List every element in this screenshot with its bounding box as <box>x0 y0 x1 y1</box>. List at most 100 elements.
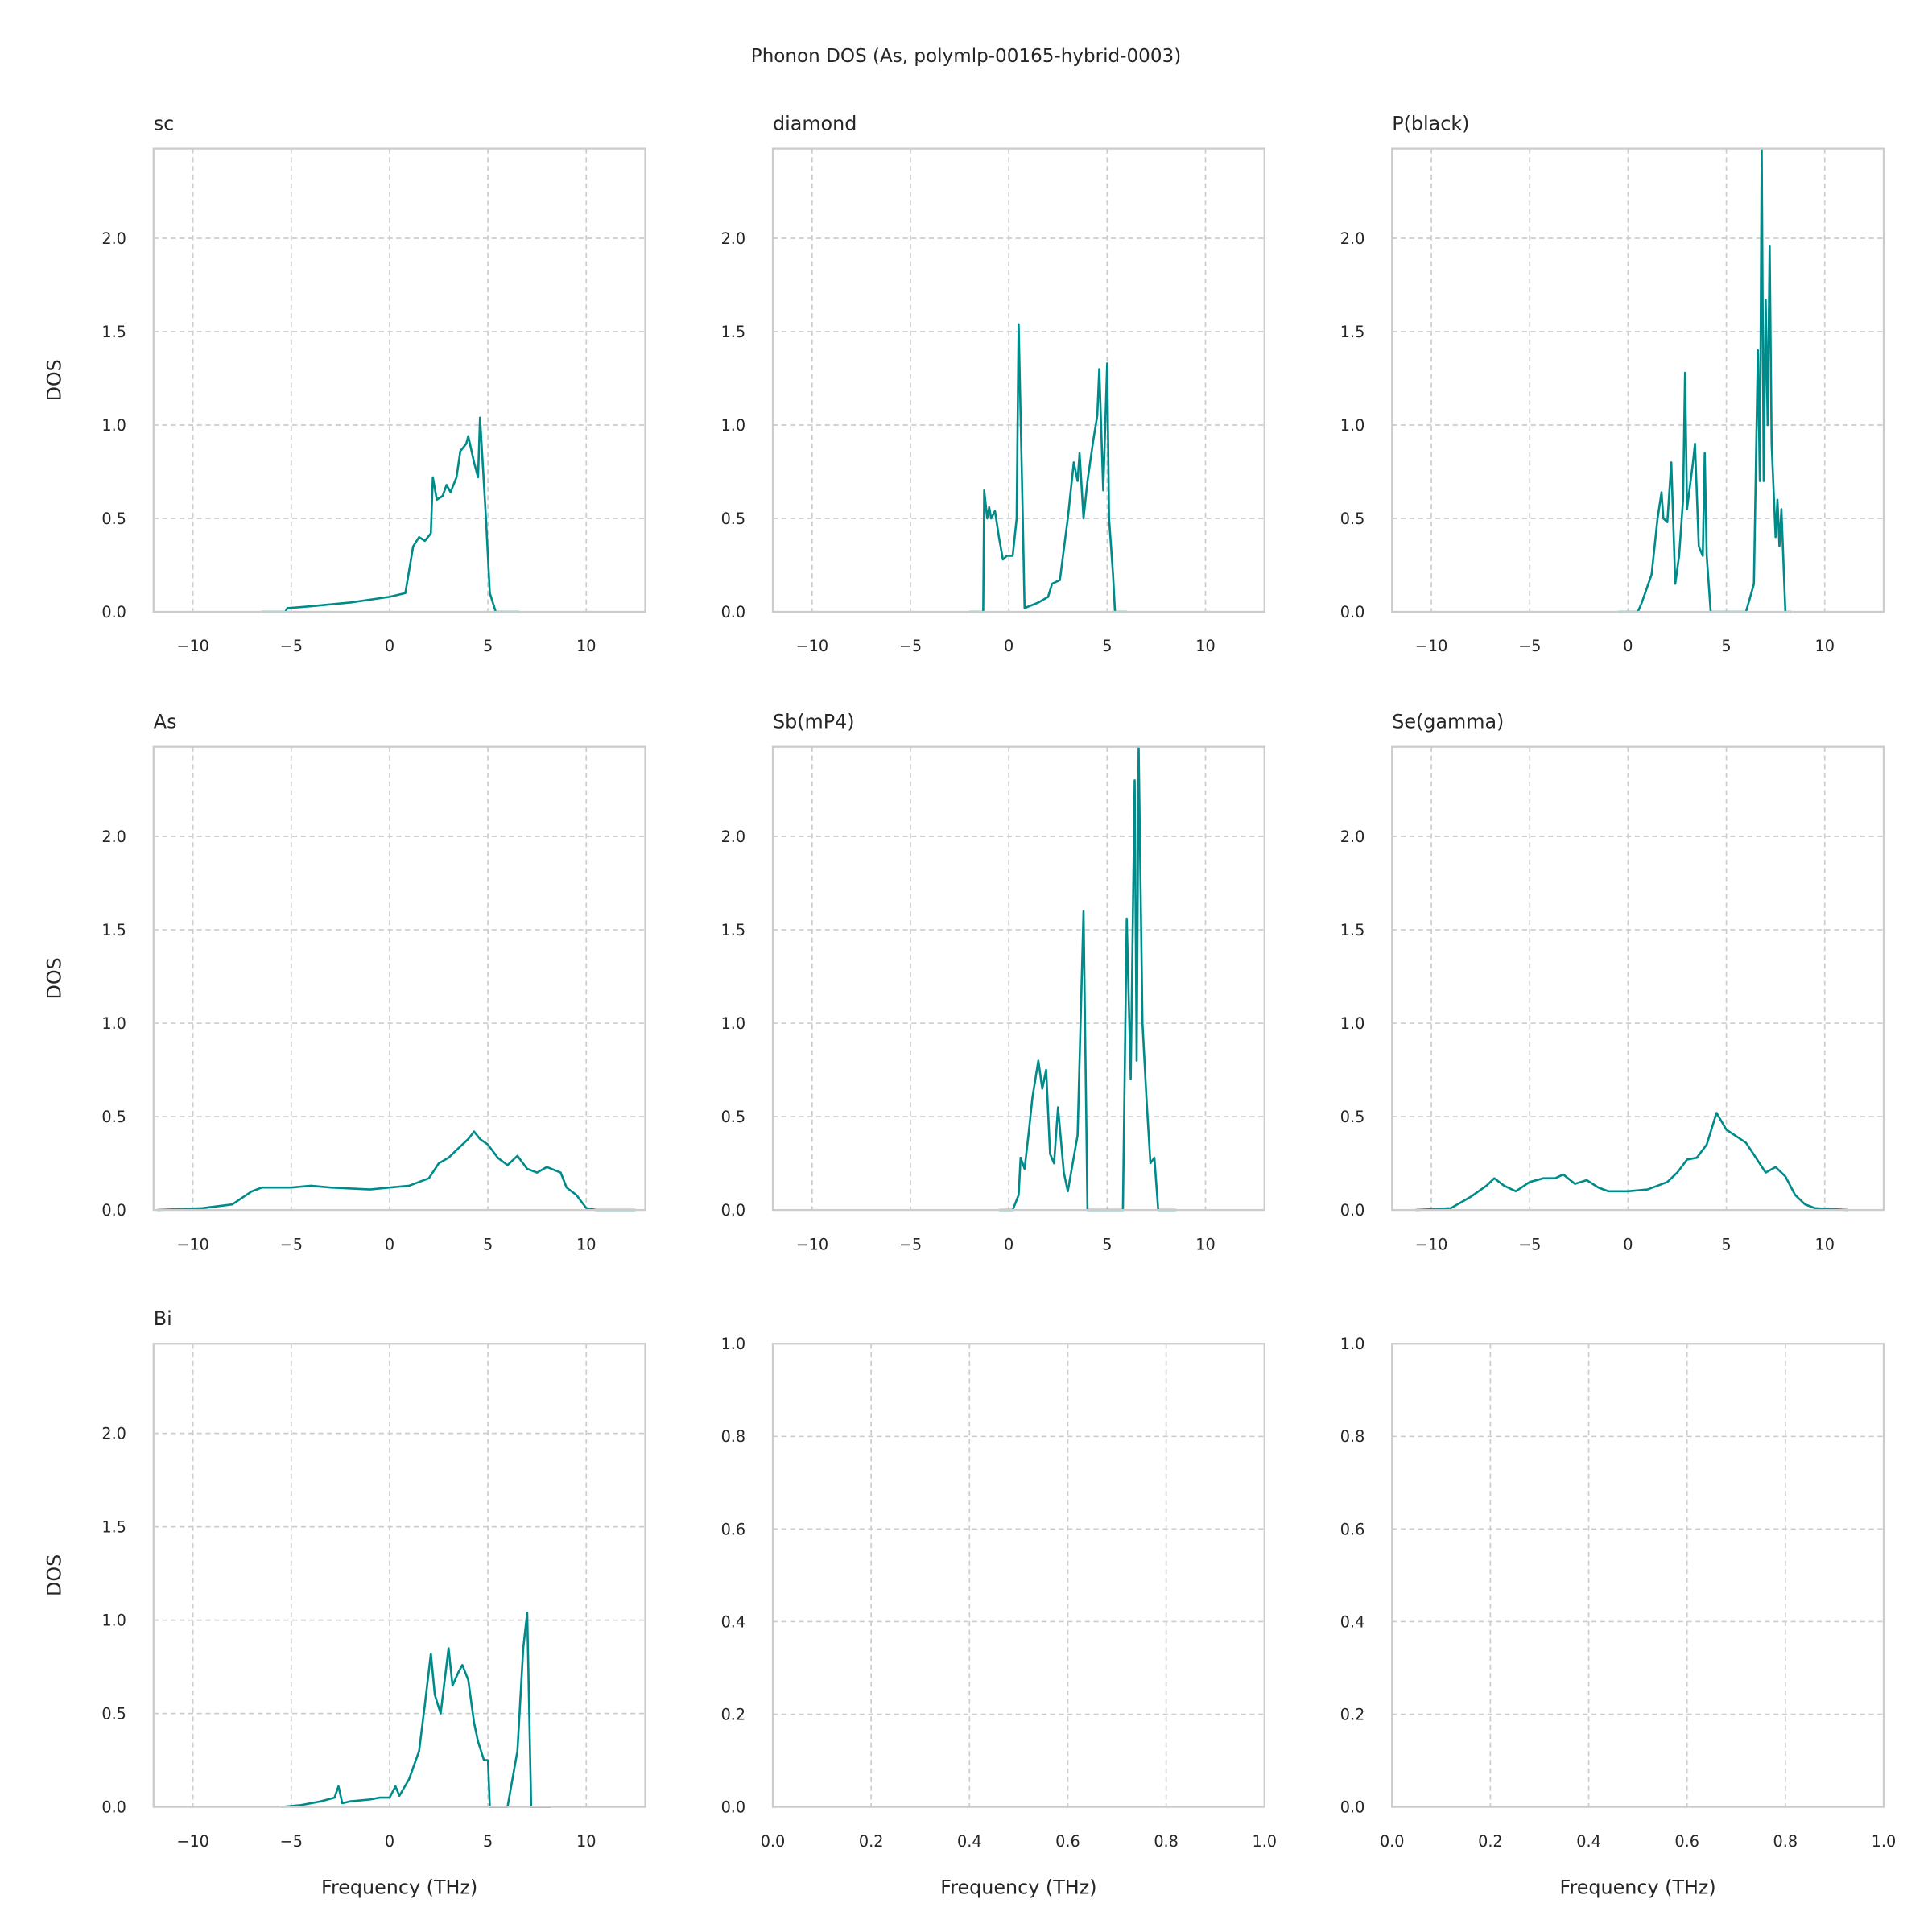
x-tick-label: −10 <box>1415 1235 1448 1253</box>
subplot-title: P(black) <box>1392 113 1469 135</box>
y-tick-label: 1.0 <box>1340 1014 1365 1033</box>
x-tick-label: 0.2 <box>859 1832 884 1851</box>
subplot-sc: −10 −5 0 5 10 0.0 0.5 1.0 1.5 2.0 sc DOS <box>43 113 646 655</box>
dos-line <box>969 323 1127 613</box>
y-axis-label: DOS <box>43 957 65 999</box>
y-tick-label: 1.0 <box>1340 1335 1365 1353</box>
y-tick-label: 0.6 <box>1340 1520 1365 1538</box>
x-tick-label: 10 <box>576 1235 596 1253</box>
y-tick-label: 1.0 <box>1340 416 1365 435</box>
y-tick-label: 1.0 <box>101 1014 126 1033</box>
subplot-se-gamma-: −10 −5 0 5 10 0.0 0.5 1.0 1.5 2.0 Se(gamma) <box>1340 711 1885 1253</box>
y-tick-label: 1.5 <box>101 921 126 939</box>
y-tick-label: 1.5 <box>1340 921 1365 939</box>
x-tick-label: 10 <box>1814 1235 1834 1253</box>
x-tick-label: 0.4 <box>957 1832 982 1851</box>
x-tick-label: 0.8 <box>1154 1832 1179 1851</box>
y-tick-label: 0.5 <box>101 1705 126 1724</box>
x-axis-label: Frequency (THz) <box>940 1876 1096 1898</box>
y-tick-label: 0.0 <box>721 1798 746 1817</box>
y-tick-label: 1.0 <box>721 416 746 435</box>
axes-frame <box>152 147 646 613</box>
y-tick-label: 2.0 <box>721 229 746 248</box>
subplot-title: Sb(mP4) <box>773 711 855 733</box>
y-tick-label: 1.5 <box>1340 323 1365 341</box>
y-tick-label: 0.0 <box>101 603 126 621</box>
x-tick-label: −10 <box>796 1235 829 1253</box>
subplot-sb-mp4-: −10 −5 0 5 10 0.0 0.5 1.0 1.5 2.0 Sb(mP4) <box>721 711 1265 1253</box>
axes-frame <box>152 745 646 1212</box>
axes-frame <box>152 1343 646 1808</box>
y-axis-label: DOS <box>43 359 65 401</box>
y-tick-label: 0.0 <box>721 603 746 621</box>
x-tick-label: 5 <box>1102 637 1112 655</box>
x-tick-label: −5 <box>1518 637 1541 655</box>
subplot-empty-8: 0.0 0.2 0.4 0.6 0.8 1.0 0.0 0.2 0.4 0.6 0.8 1.0 Freq… <box>1340 1335 1896 1898</box>
x-tick-label: 5 <box>1721 1235 1731 1253</box>
x-tick-label: −10 <box>176 637 209 655</box>
y-tick-label: 2.0 <box>101 229 126 248</box>
subplot-title: diamond <box>773 113 857 135</box>
y-tick-label: 0.5 <box>721 510 746 528</box>
y-tick-label: 1.0 <box>721 1014 746 1033</box>
x-tick-label: 0.0 <box>761 1832 786 1851</box>
x-tick-label: −10 <box>176 1235 209 1253</box>
y-tick-label: 2.0 <box>101 828 126 846</box>
x-tick-label: 0.6 <box>1674 1832 1699 1851</box>
x-axis-label: Frequency (THz) <box>321 1876 477 1898</box>
y-tick-label: 2.0 <box>101 1425 126 1443</box>
y-tick-label: 2.0 <box>1340 828 1365 846</box>
y-tick-label: 2.0 <box>1340 229 1365 248</box>
axes-frame <box>1391 745 1885 1212</box>
y-tick-label: 1.0 <box>101 1612 126 1630</box>
subplot-bi: −10 −5 0 5 10 0.0 0.5 1.0 1.5 2.0 Bi DOS Frequency (… <box>43 1307 646 1898</box>
axes-frame <box>1391 147 1885 613</box>
dos-line <box>1415 1112 1849 1212</box>
y-tick-label: 1.0 <box>101 416 126 435</box>
x-tick-label: 0.2 <box>1478 1832 1503 1851</box>
axes-frame <box>771 147 1265 613</box>
x-tick-label: 5 <box>483 637 493 655</box>
x-tick-label: 5 <box>483 1832 493 1851</box>
dos-line <box>157 1130 636 1212</box>
x-tick-label: 0.6 <box>1055 1832 1080 1851</box>
x-tick-label: 0 <box>1623 637 1633 655</box>
axes-frame <box>1391 1343 1885 1808</box>
x-tick-label: 0 <box>1004 637 1013 655</box>
x-tick-label: 1.0 <box>1872 1832 1897 1851</box>
x-tick-label: −5 <box>899 637 922 655</box>
y-tick-label: 0.4 <box>1340 1612 1365 1631</box>
x-tick-label: 10 <box>576 637 596 655</box>
subplot-p-black-: −10 −5 0 5 10 0.0 0.5 1.0 1.5 2.0 P(black) <box>1340 113 1885 655</box>
y-tick-label: 1.5 <box>721 323 746 341</box>
y-tick-label: 0.5 <box>721 1108 746 1126</box>
x-tick-label: −10 <box>796 637 829 655</box>
y-tick-label: 0.5 <box>101 510 126 528</box>
y-tick-label: 0.2 <box>1340 1705 1365 1724</box>
x-tick-label: −10 <box>176 1832 209 1851</box>
x-tick-label: 0 <box>385 1832 394 1851</box>
y-tick-label: 1.5 <box>101 323 126 341</box>
subplot-title: sc <box>154 113 175 135</box>
subplot-as: −10 −5 0 5 10 0.0 0.5 1.0 1.5 2.0 As DOS <box>43 711 646 1253</box>
y-tick-label: 0.0 <box>721 1201 746 1220</box>
x-tick-label: 0.8 <box>1773 1832 1798 1851</box>
y-axis-label: DOS <box>43 1554 65 1596</box>
y-tick-label: 0.5 <box>1340 1108 1365 1126</box>
dos-line <box>1618 147 1792 613</box>
x-tick-label: −5 <box>280 1235 303 1253</box>
x-tick-label: −5 <box>899 1235 922 1253</box>
x-tick-label: 5 <box>483 1235 493 1253</box>
x-tick-label: −10 <box>1415 637 1448 655</box>
y-tick-label: 0.0 <box>1340 603 1365 621</box>
subplot-title: As <box>154 711 177 733</box>
x-tick-label: 0 <box>1623 1235 1633 1253</box>
subplot-empty-7: 0.0 0.2 0.4 0.6 0.8 1.0 0.0 0.2 0.4 0.6 0.8 1.0 Freq… <box>721 1335 1277 1898</box>
axes-frame <box>771 1343 1265 1808</box>
y-tick-label: 0.0 <box>1340 1201 1365 1220</box>
y-tick-label: 0.2 <box>721 1705 746 1724</box>
y-tick-label: 0.8 <box>721 1427 746 1446</box>
x-tick-label: −5 <box>280 1832 303 1851</box>
